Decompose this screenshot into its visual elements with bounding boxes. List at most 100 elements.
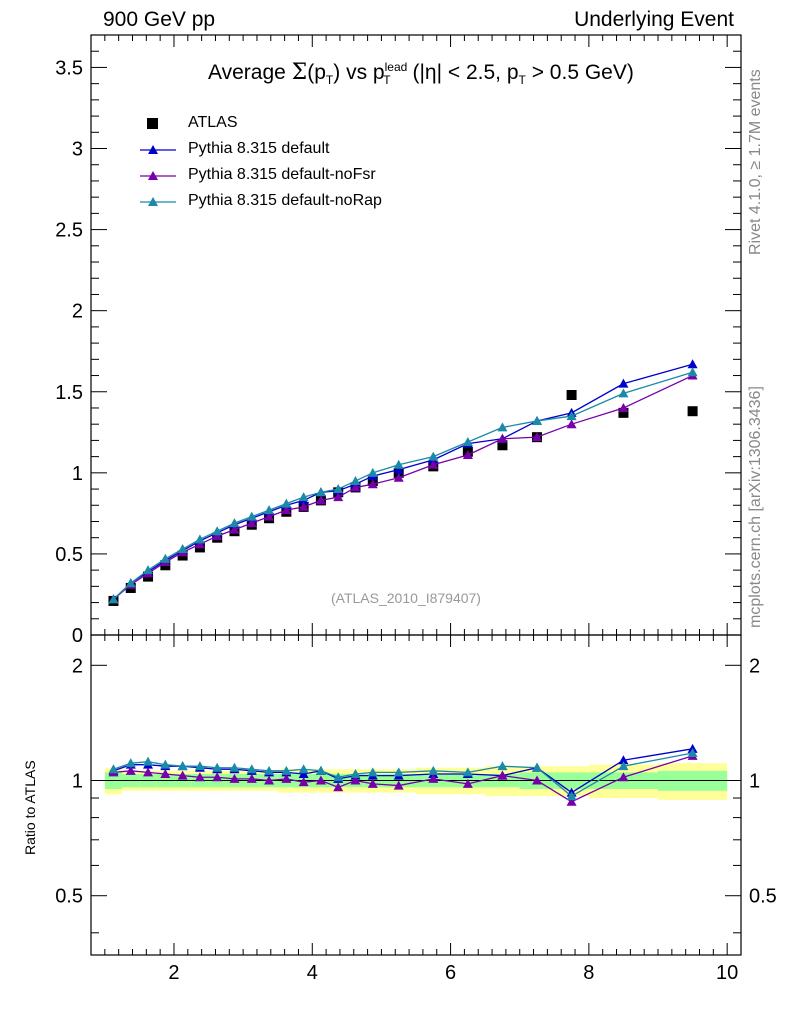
ratio-series-2 [108,748,698,801]
ratio-point [212,762,223,772]
y-tick-label: 0.5 [55,544,83,566]
ratio-point [281,765,292,775]
data-point [212,526,223,536]
data-point [298,501,309,511]
data-point [246,511,257,521]
ratio-point [264,765,275,775]
ratio-point [177,761,188,771]
series-line [113,371,693,600]
data-point [194,539,205,549]
series-0 [108,390,698,606]
data-point [125,578,136,588]
ratio-point [428,765,439,775]
ratio-point [532,775,543,785]
data-point [229,524,240,534]
ratio-frame [90,634,742,956]
series-3 [108,367,698,604]
series-line [113,374,693,600]
data-point [532,415,543,425]
y-tick-label: 3 [72,139,83,161]
plot-title: Average Σ(pT) vs pleadT (|η| < 2.5, pT >… [208,60,634,87]
title-p-open: (p [307,61,326,84]
title-sub-2: T [383,73,391,88]
data-point [212,531,223,541]
data-point [393,472,404,482]
ratio-point [497,770,508,780]
ratio-point [333,782,344,792]
ratio-y-tick-label-right: 1 [749,771,760,793]
ratio-point [281,773,292,783]
data-point [393,459,404,469]
ratio-point [350,768,361,778]
data-point [566,411,577,421]
ratio-point [393,780,404,790]
data-point [264,505,275,515]
legend-label: Pythia 8.315 default-noFsr [188,166,376,183]
data-point [281,498,292,508]
data-point [367,479,378,489]
data-point [108,594,119,604]
ratio-point [532,762,543,772]
ratio-point [229,773,240,783]
data-point [618,388,629,398]
title-sub-1: T [325,73,334,88]
ratio-point [194,772,205,782]
data-point [532,432,543,442]
ratio-point [143,767,154,777]
ratio-point [194,761,205,771]
ratio-point [315,765,326,775]
x-tick-label: 4 [307,962,318,984]
data-point [350,475,361,485]
rivet-label: Rivet 4.1.0, ≥ 1.7M events [747,69,764,255]
data-point [618,402,629,412]
x-tick-label: 8 [583,962,594,984]
ratio-point [229,762,240,772]
ratio-point [298,777,309,787]
ratio-y-tick-label-right: 0.5 [749,886,777,908]
ratio-point [462,778,473,788]
legend-marker [148,145,158,154]
y-tick-label: 1.5 [55,382,83,404]
data-point [229,518,240,528]
data-point [393,464,404,474]
title-lead: lead [384,60,408,74]
series-line [113,363,693,600]
data-point [687,406,698,417]
title-suffix-a: (|η| < 2.5, p [406,61,519,84]
ratio-point [350,775,361,785]
data-point [350,482,361,492]
ratio-point [177,770,188,780]
ratio-point [497,761,508,771]
legend-symbol [140,197,176,206]
ratio-point [618,761,629,771]
data-point [264,511,275,521]
ratio-point [367,767,378,777]
data-point [160,553,171,563]
title-sub-3: T [518,73,526,88]
ratio-point [462,767,473,777]
legend-symbol [140,171,176,180]
ratio-y-tick-label-right: 2 [749,655,760,677]
ratio-point [367,778,378,788]
ratio-series-1 [108,750,698,806]
data-point [566,419,577,429]
data-point [246,518,257,528]
x-tick-label: 10 [716,962,738,984]
legend-label: Pythia 8.315 default-noRap [188,192,382,209]
x-tick-label: 2 [168,962,179,984]
ratio-axis-label: Ratio to ATLAS [22,760,38,855]
ratio-point [160,768,171,778]
data-point [618,407,629,418]
title-suffix-b: > 0.5 GeV) [525,61,634,84]
legend-label: ATLAS [188,114,238,131]
legend-marker [148,197,158,206]
data-point [315,487,326,497]
data-point [194,534,205,544]
ratio-point [160,759,171,769]
y-tick-label: 1 [72,463,83,485]
y-tick-label: 3.5 [55,57,83,79]
header-right: Underlying Event [574,8,734,31]
ratio-y-tick-label: 2 [72,655,83,677]
ratio-point [246,764,257,774]
